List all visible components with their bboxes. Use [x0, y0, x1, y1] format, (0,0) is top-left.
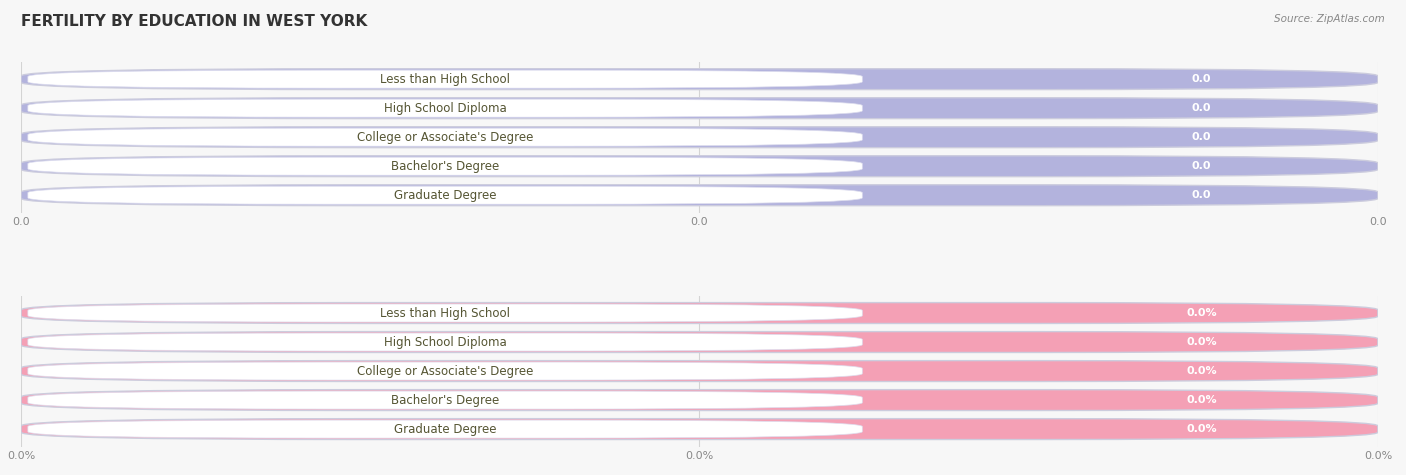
Text: 0.0: 0.0: [1192, 190, 1211, 200]
Text: Less than High School: Less than High School: [380, 306, 510, 320]
Text: 0.0%: 0.0%: [1187, 395, 1216, 405]
FancyBboxPatch shape: [28, 304, 862, 322]
Text: 0.0: 0.0: [690, 217, 709, 227]
FancyBboxPatch shape: [28, 362, 862, 380]
FancyBboxPatch shape: [21, 361, 1378, 381]
Text: 0.0: 0.0: [1369, 217, 1386, 227]
Text: 0.0: 0.0: [13, 217, 30, 227]
Text: FERTILITY BY EDUCATION IN WEST YORK: FERTILITY BY EDUCATION IN WEST YORK: [21, 14, 367, 29]
Text: 0.0%: 0.0%: [1187, 366, 1216, 376]
FancyBboxPatch shape: [21, 418, 1378, 439]
FancyBboxPatch shape: [21, 127, 1378, 148]
Text: High School Diploma: High School Diploma: [384, 335, 506, 349]
FancyBboxPatch shape: [28, 157, 862, 175]
Text: 0.0%: 0.0%: [685, 451, 714, 461]
FancyBboxPatch shape: [21, 98, 1378, 119]
FancyBboxPatch shape: [28, 99, 862, 117]
FancyBboxPatch shape: [21, 303, 1378, 323]
Text: Bachelor's Degree: Bachelor's Degree: [391, 394, 499, 407]
Text: High School Diploma: High School Diploma: [384, 102, 506, 114]
Text: Bachelor's Degree: Bachelor's Degree: [391, 160, 499, 173]
Text: College or Associate's Degree: College or Associate's Degree: [357, 364, 533, 378]
FancyBboxPatch shape: [21, 390, 1378, 410]
FancyBboxPatch shape: [28, 391, 862, 409]
FancyBboxPatch shape: [28, 128, 862, 146]
Text: Graduate Degree: Graduate Degree: [394, 189, 496, 202]
FancyBboxPatch shape: [28, 186, 862, 204]
Text: Less than High School: Less than High School: [380, 73, 510, 86]
FancyBboxPatch shape: [28, 420, 862, 438]
FancyBboxPatch shape: [21, 185, 1378, 206]
Text: 0.0: 0.0: [1192, 74, 1211, 84]
Text: 0.0%: 0.0%: [1187, 424, 1216, 434]
Text: 0.0: 0.0: [1192, 132, 1211, 142]
Text: 0.0%: 0.0%: [7, 451, 35, 461]
Text: 0.0: 0.0: [1192, 161, 1211, 171]
Text: 0.0: 0.0: [1192, 103, 1211, 113]
Text: College or Associate's Degree: College or Associate's Degree: [357, 131, 533, 144]
Text: Graduate Degree: Graduate Degree: [394, 423, 496, 436]
Text: 0.0%: 0.0%: [1187, 337, 1216, 347]
FancyBboxPatch shape: [28, 333, 862, 351]
FancyBboxPatch shape: [21, 332, 1378, 352]
Text: Source: ZipAtlas.com: Source: ZipAtlas.com: [1274, 14, 1385, 24]
Text: 0.0%: 0.0%: [1364, 451, 1392, 461]
FancyBboxPatch shape: [28, 70, 862, 88]
FancyBboxPatch shape: [21, 156, 1378, 177]
FancyBboxPatch shape: [21, 69, 1378, 90]
Text: 0.0%: 0.0%: [1187, 308, 1216, 318]
